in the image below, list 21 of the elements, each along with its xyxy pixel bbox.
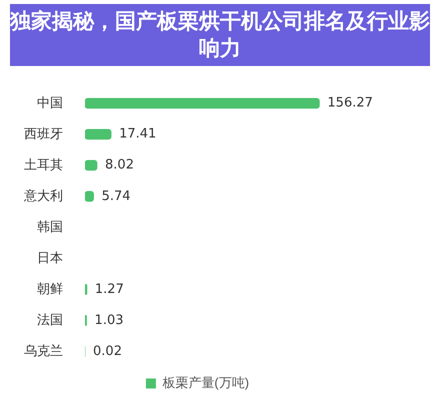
y-tick-label: 西班牙 xyxy=(24,126,63,141)
data-label: 5.74 xyxy=(102,188,131,204)
bar xyxy=(85,160,98,171)
legend-label: 板栗产量(万吨) xyxy=(161,375,250,390)
y-tick-label: 土耳其 xyxy=(24,156,63,172)
y-tick-label: 日本 xyxy=(37,250,63,265)
chart-title: 独家揭秘，国产板栗烘干机公司排名及行业影响力 xyxy=(10,4,430,66)
y-tick-label: 乌克兰 xyxy=(24,343,63,358)
y-tick-label: 意大利 xyxy=(23,188,63,203)
y-tick-label: 中国 xyxy=(37,94,63,110)
data-label: 0.02 xyxy=(93,344,122,359)
data-label: 1.27 xyxy=(94,282,124,297)
bar xyxy=(85,98,320,109)
data-label: 8.02 xyxy=(105,158,134,173)
y-tick-label: 韩国 xyxy=(37,218,63,234)
data-label: 156.27 xyxy=(327,96,373,111)
y-tick-label: 法国 xyxy=(37,312,63,328)
y-tick-label: 朝鲜 xyxy=(37,281,63,296)
data-label: 1.03 xyxy=(94,312,124,328)
bar xyxy=(85,129,112,140)
data-label: 17.41 xyxy=(119,126,156,142)
